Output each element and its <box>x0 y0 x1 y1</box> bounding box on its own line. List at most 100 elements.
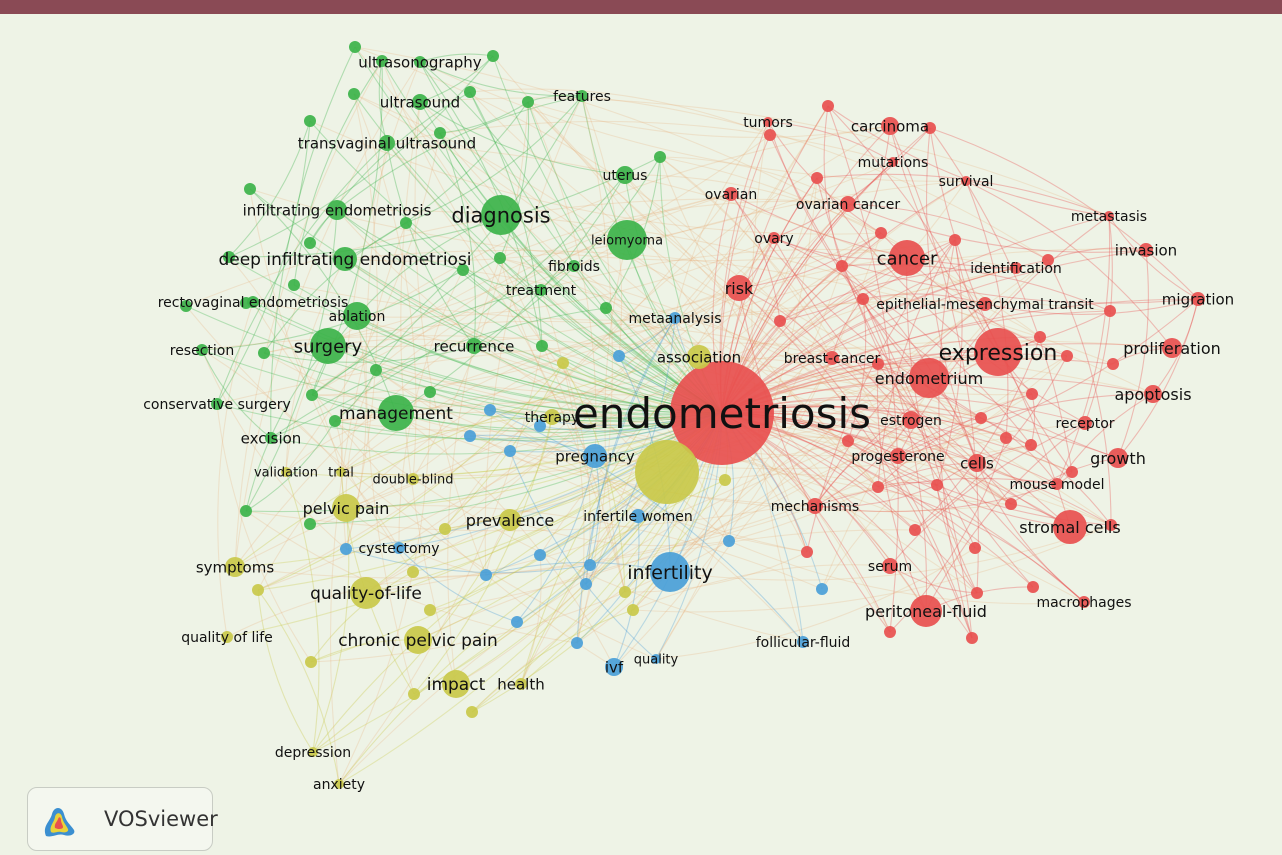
node-quality-of-life-2[interactable] <box>221 631 233 643</box>
network-node[interactable] <box>288 279 300 291</box>
node-treatment[interactable] <box>535 284 547 296</box>
node-therapy[interactable] <box>544 409 560 425</box>
node-migration[interactable] <box>1191 292 1205 306</box>
node-breast-cancer[interactable] <box>825 351 839 365</box>
node-endometriosis[interactable] <box>670 361 774 465</box>
network-node[interactable] <box>836 260 848 272</box>
node-uterus[interactable] <box>616 166 634 184</box>
node-ultrasound[interactable] <box>412 94 428 110</box>
network-node[interactable] <box>304 518 316 530</box>
node-metastasis[interactable] <box>1104 211 1114 221</box>
network-node[interactable] <box>349 41 361 53</box>
node-peritoneal-fluid[interactable] <box>910 595 942 627</box>
node-recurrence[interactable] <box>466 338 482 354</box>
node-pregnancy[interactable] <box>583 444 607 468</box>
node-pelvic-pain[interactable] <box>332 494 360 522</box>
network-node[interactable] <box>1026 388 1038 400</box>
network-node[interactable] <box>408 688 420 700</box>
node-cells[interactable] <box>968 454 986 472</box>
network-node[interactable] <box>966 632 978 644</box>
network-node[interactable] <box>909 524 921 536</box>
node-management[interactable] <box>378 395 414 431</box>
node-fibroids[interactable] <box>568 260 580 272</box>
node-double-blind[interactable] <box>407 473 419 485</box>
network-node[interactable] <box>875 227 887 239</box>
node-association[interactable] <box>687 345 711 369</box>
node-follicular-fluid[interactable] <box>797 636 809 648</box>
node-carcinoma[interactable] <box>881 117 899 135</box>
network-node[interactable] <box>975 412 987 424</box>
network-node[interactable] <box>1042 254 1054 266</box>
node-ivf[interactable] <box>605 658 623 676</box>
network-node[interactable] <box>971 587 983 599</box>
network-node[interactable] <box>536 340 548 352</box>
network-node[interactable] <box>534 549 546 561</box>
network-node[interactable] <box>1027 581 1039 593</box>
network-node[interactable] <box>424 604 436 616</box>
node-estrogen[interactable] <box>902 411 920 429</box>
node-impact[interactable] <box>442 670 470 698</box>
network-node[interactable] <box>571 637 583 649</box>
node-symptoms[interactable] <box>225 557 245 577</box>
node-mechanisms[interactable] <box>807 498 823 514</box>
node-identification[interactable] <box>1010 262 1022 274</box>
network-node[interactable] <box>329 415 341 427</box>
network-node[interactable] <box>494 252 506 264</box>
network-node[interactable] <box>244 183 256 195</box>
network-node[interactable] <box>258 347 270 359</box>
network-node[interactable] <box>580 578 592 590</box>
network-node[interactable] <box>439 523 451 535</box>
node-health[interactable] <box>515 678 527 690</box>
node-risk[interactable] <box>726 275 752 301</box>
network-node[interactable] <box>487 50 499 62</box>
network-node[interactable] <box>557 357 569 369</box>
node-prevalence[interactable] <box>499 509 521 531</box>
network-node[interactable] <box>340 543 352 555</box>
network-node[interactable] <box>723 535 735 547</box>
network-node[interactable] <box>627 604 639 616</box>
network-node[interactable] <box>400 217 412 229</box>
network-node[interactable] <box>434 127 446 139</box>
vosviewer-badge[interactable]: VOSviewer <box>27 787 218 851</box>
network-node[interactable] <box>801 546 813 558</box>
network-node[interactable] <box>931 479 943 491</box>
node-leiomyoma[interactable] <box>607 220 647 260</box>
network-node[interactable] <box>1005 498 1017 510</box>
node-ovarian[interactable] <box>724 187 738 201</box>
node-ovary[interactable] <box>768 232 780 244</box>
node-features[interactable] <box>576 90 588 102</box>
network-node[interactable] <box>811 172 823 184</box>
node-chronic-pelvic-pain[interactable] <box>404 626 432 654</box>
node-infiltrating[interactable] <box>327 200 347 220</box>
node-trial[interactable] <box>336 467 346 477</box>
node-proliferation[interactable] <box>1162 338 1182 358</box>
node-tumors[interactable] <box>763 117 773 127</box>
network-node[interactable] <box>376 55 388 67</box>
node-ultrasonography[interactable] <box>414 56 426 68</box>
network-node[interactable] <box>240 505 252 517</box>
network-node[interactable] <box>1104 305 1116 317</box>
node-endometrium[interactable] <box>909 358 949 398</box>
node-stromal-cells[interactable] <box>1053 510 1087 544</box>
network-node[interactable] <box>816 583 828 595</box>
network-node[interactable] <box>370 364 382 376</box>
node-validation[interactable] <box>281 467 291 477</box>
network-node[interactable] <box>969 542 981 554</box>
network-node[interactable] <box>1000 432 1012 444</box>
node-infertile-women[interactable] <box>631 509 645 523</box>
network-node[interactable] <box>1107 358 1119 370</box>
network-node[interactable] <box>304 237 316 249</box>
network-node[interactable] <box>1025 439 1037 451</box>
node-cystectomy[interactable] <box>393 542 405 554</box>
node-progesterone[interactable] <box>890 448 906 464</box>
node-survival[interactable] <box>961 176 971 186</box>
network-node[interactable] <box>306 389 318 401</box>
node-excision[interactable] <box>265 432 277 444</box>
network-node[interactable] <box>884 626 896 638</box>
node-macrophages[interactable] <box>1078 596 1090 608</box>
network-node[interactable] <box>1034 331 1046 343</box>
network-node[interactable] <box>424 386 436 398</box>
network-node[interactable] <box>872 481 884 493</box>
node-mouse-model[interactable] <box>1051 478 1063 490</box>
network-node[interactable] <box>348 88 360 100</box>
